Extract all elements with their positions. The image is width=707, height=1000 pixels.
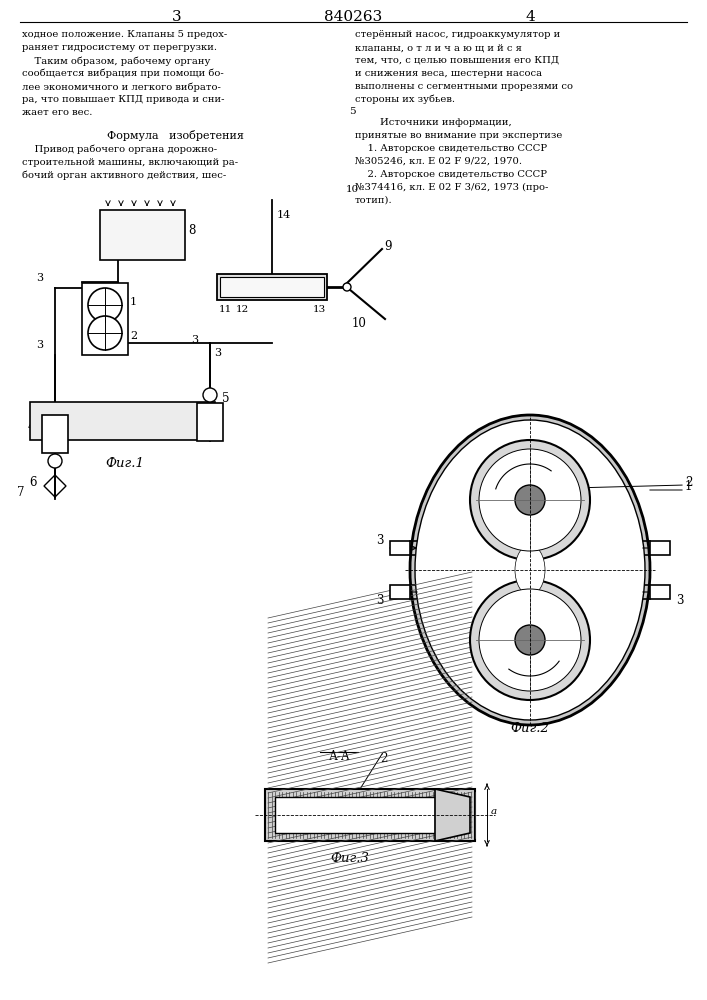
Circle shape <box>88 288 122 322</box>
Text: Фиг.1: Фиг.1 <box>105 457 144 470</box>
Text: 3: 3 <box>214 348 221 358</box>
Bar <box>42 415 68 453</box>
Text: 4: 4 <box>525 10 535 24</box>
Text: жает его вес.: жает его вес. <box>22 108 93 117</box>
Text: Фиг.3: Фиг.3 <box>331 852 370 865</box>
Text: тем, что, с целью повышения его КПД: тем, что, с целью повышения его КПД <box>355 56 559 65</box>
Ellipse shape <box>415 420 645 720</box>
Text: лее экономичного и легкого вибрато-: лее экономичного и легкого вибрато- <box>22 82 221 92</box>
Text: тотип).: тотип). <box>355 196 392 205</box>
Text: a: a <box>491 808 497 816</box>
Text: 10: 10 <box>346 185 358 194</box>
Text: стороны их зубьев.: стороны их зубьев. <box>355 95 455 104</box>
Bar <box>217 274 327 300</box>
Text: №374416, кл. Е 02 F 3/62, 1973 (про-: №374416, кл. Е 02 F 3/62, 1973 (про- <box>355 183 549 192</box>
Ellipse shape <box>515 545 545 595</box>
Bar <box>650 585 670 599</box>
Text: 3: 3 <box>36 340 43 350</box>
Circle shape <box>48 454 62 468</box>
Text: 3: 3 <box>376 534 384 546</box>
Text: Привод рабочего органа дорожно-: Привод рабочего органа дорожно- <box>22 145 217 154</box>
Text: ра, что повышает КПД привода и сни-: ра, что повышает КПД привода и сни- <box>22 95 225 104</box>
Text: сообщается вибрация при помощи бо-: сообщается вибрация при помощи бо- <box>22 69 223 79</box>
Text: 9: 9 <box>384 240 392 253</box>
Bar <box>220 277 324 297</box>
Text: ходное положение. Клапаны 5 предох-: ходное положение. Клапаны 5 предох- <box>22 30 227 39</box>
Text: 3: 3 <box>173 10 182 24</box>
Text: раняет гидросистему от перегрузки.: раняет гидросистему от перегрузки. <box>22 43 217 52</box>
Text: №305246, кл. Е 02 F 9/22, 1970.: №305246, кл. Е 02 F 9/22, 1970. <box>355 157 522 166</box>
Bar <box>390 541 410 555</box>
Text: 8: 8 <box>188 225 195 237</box>
Text: 13: 13 <box>312 305 326 314</box>
Ellipse shape <box>410 415 650 725</box>
Text: А-А: А-А <box>329 750 351 763</box>
Circle shape <box>515 625 545 655</box>
Text: 10: 10 <box>352 317 367 330</box>
Text: 4: 4 <box>28 420 35 434</box>
Text: 3: 3 <box>36 273 43 283</box>
Text: 3: 3 <box>191 335 198 345</box>
Text: 14: 14 <box>277 210 291 220</box>
Text: 5: 5 <box>349 107 356 116</box>
Text: 1: 1 <box>685 481 692 493</box>
Text: бочий орган активного действия, шес-: бочий орган активного действия, шес- <box>22 171 226 180</box>
Bar <box>265 789 475 841</box>
Circle shape <box>88 316 122 350</box>
Text: 5: 5 <box>222 391 230 404</box>
Text: 7: 7 <box>18 486 25 498</box>
Text: 3: 3 <box>677 593 684 606</box>
Text: 11: 11 <box>218 305 232 314</box>
Text: 840263: 840263 <box>324 10 382 24</box>
Text: h: h <box>533 566 539 574</box>
Text: стерённый насос, гидроаккумулятор и: стерённый насос, гидроаккумулятор и <box>355 30 560 39</box>
Text: 3: 3 <box>376 593 384 606</box>
Text: 2: 2 <box>685 476 692 488</box>
Text: принятые во внимание при экспертизе: принятые во внимание при экспертизе <box>355 131 562 140</box>
Bar <box>390 585 410 599</box>
Text: 1. Авторское свидетельство СССР: 1. Авторское свидетельство СССР <box>355 144 547 153</box>
Bar <box>197 403 223 441</box>
Text: Фиг.2: Фиг.2 <box>510 722 549 735</box>
Text: 6: 6 <box>30 477 37 489</box>
Bar <box>100 210 185 260</box>
Text: Таким образом, рабочему органу: Таким образом, рабочему органу <box>22 56 211 66</box>
Circle shape <box>470 580 590 700</box>
Text: выполнены с сегментными прорезями со: выполнены с сегментными прорезями со <box>355 82 573 91</box>
Text: Формула   изобретения: Формула изобретения <box>107 130 243 141</box>
Text: клапаны, о т л и ч а ю щ и й с я: клапаны, о т л и ч а ю щ и й с я <box>355 43 522 52</box>
Text: 12: 12 <box>235 305 249 314</box>
Circle shape <box>470 440 590 560</box>
Bar <box>82 283 128 355</box>
Text: 2: 2 <box>380 752 387 765</box>
Text: 2: 2 <box>130 331 137 341</box>
Bar <box>30 402 215 440</box>
Text: 2. Авторское свидетельство СССР: 2. Авторское свидетельство СССР <box>355 170 547 179</box>
Polygon shape <box>435 789 470 841</box>
Text: Источники информации,: Источники информации, <box>355 118 512 127</box>
Circle shape <box>515 485 545 515</box>
Circle shape <box>479 589 581 691</box>
Text: строительной машины, включающий ра-: строительной машины, включающий ра- <box>22 158 238 167</box>
Bar <box>650 541 670 555</box>
Bar <box>275 797 435 833</box>
Circle shape <box>343 283 351 291</box>
Text: и снижения веса, шестерни насоса: и снижения веса, шестерни насоса <box>355 69 542 78</box>
Text: 1: 1 <box>130 297 137 307</box>
Circle shape <box>479 449 581 551</box>
Circle shape <box>203 388 217 402</box>
